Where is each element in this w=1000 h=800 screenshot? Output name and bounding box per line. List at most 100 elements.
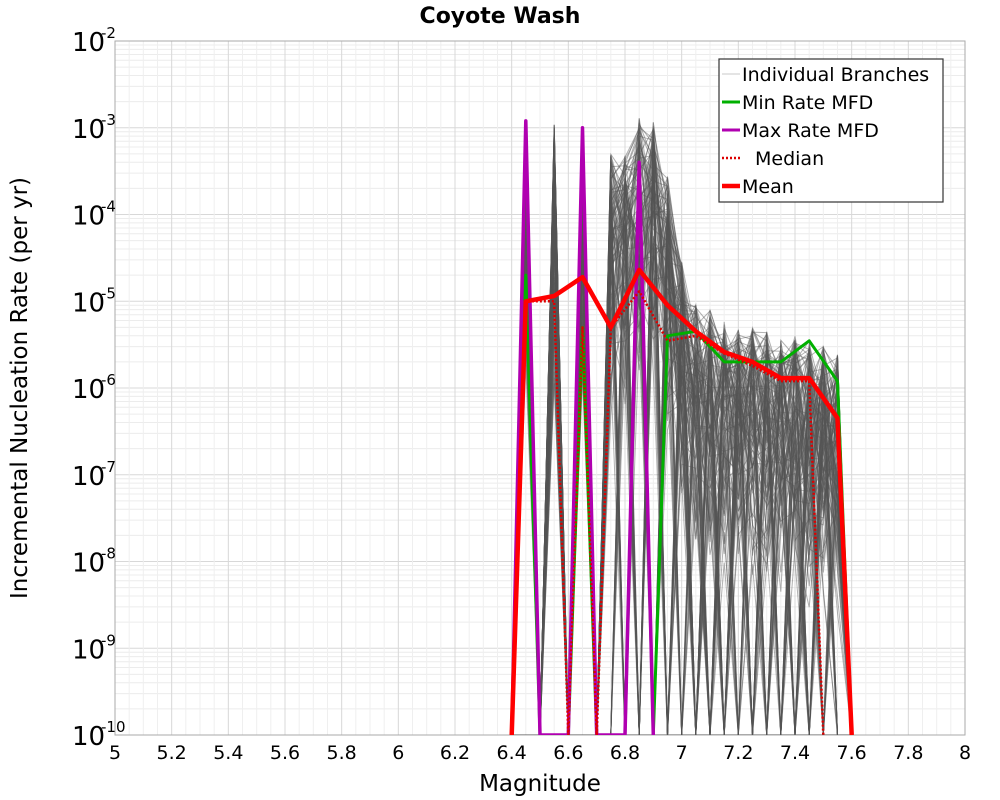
branch-line [511, 212, 853, 735]
branch-line [511, 160, 852, 735]
branch-line [511, 129, 853, 735]
y-tick-label: 10-5 [72, 284, 116, 318]
branch-line [511, 122, 853, 735]
y-tick-exponent: -3 [101, 111, 116, 129]
branch-line [511, 132, 853, 735]
branch-line [511, 184, 853, 735]
y-tick-exponent: -10 [101, 718, 126, 736]
x-tick-label: 5.8 [327, 742, 357, 764]
series-layer [509, 118, 854, 735]
y-tick-base: 10 [72, 115, 105, 145]
branch-line [511, 181, 853, 735]
legend-item: Median [722, 148, 824, 170]
branch-line [511, 158, 853, 735]
branch-line [511, 132, 852, 735]
branch-line [511, 208, 853, 735]
branch-line [511, 135, 853, 735]
branch-line [511, 148, 853, 735]
branch-line [511, 197, 853, 735]
branch-line [511, 210, 852, 735]
branch-line [511, 127, 853, 735]
branch-line [511, 145, 853, 735]
branch-line [511, 126, 853, 735]
x-tick-label: 5 [109, 742, 121, 764]
y-tick-exponent: -6 [101, 371, 116, 389]
branch-line [511, 150, 853, 735]
branch-line [511, 151, 853, 735]
branch-line [511, 143, 853, 735]
x-tick-label: 7.6 [837, 742, 867, 764]
branch-line [511, 124, 853, 735]
branch-line [511, 128, 853, 735]
branch-line [511, 141, 852, 735]
branch-line [511, 136, 853, 735]
legend-item: Mean [722, 176, 794, 198]
branch-line [511, 125, 853, 735]
branch-line [511, 154, 853, 735]
branch-line [511, 128, 852, 735]
branch-line [511, 128, 853, 735]
y-tick-base: 10 [72, 202, 105, 232]
branch-line [511, 171, 853, 735]
y-tick-label: 10-8 [72, 545, 116, 579]
branch-line [511, 134, 852, 735]
branch-line [511, 166, 853, 735]
branch-line [511, 204, 853, 735]
branch-line [511, 140, 853, 735]
legend-label: Mean [742, 176, 794, 198]
y-tick-base: 10 [72, 288, 105, 318]
branch-line [511, 161, 853, 735]
y-tick-label: 10-9 [72, 631, 116, 665]
branch-line [511, 189, 853, 735]
branch-line [511, 125, 852, 735]
branch-line [511, 128, 853, 735]
branch-line [511, 148, 852, 735]
chart-title: Coyote Wash [420, 4, 581, 29]
branch-line [511, 180, 853, 735]
branch-line [511, 152, 853, 735]
branch-line [511, 161, 853, 735]
legend-label: Median [755, 148, 824, 170]
branch-line [511, 129, 853, 735]
branch-line [511, 136, 853, 735]
branch-line [511, 135, 853, 735]
branch-line [511, 177, 853, 735]
branch-line [511, 143, 853, 735]
branch-line [511, 150, 853, 735]
branch-line [511, 180, 853, 735]
y-tick-base: 10 [72, 462, 105, 492]
branch-line [511, 176, 852, 735]
branch-line [511, 135, 853, 735]
branch-line [511, 130, 853, 735]
branch-line [511, 168, 853, 735]
y-tick-exponent: -5 [101, 284, 116, 302]
x-tick-label: 6.8 [610, 742, 640, 764]
branch-line [511, 138, 853, 735]
branch-line [511, 150, 853, 735]
y-axis-ticks: 10-210-310-410-510-610-710-810-910-10 [72, 24, 126, 752]
branch-line [511, 137, 853, 735]
branch-line [511, 131, 852, 735]
branch-line [511, 192, 853, 735]
y-tick-base: 10 [72, 722, 105, 752]
series-min-rate-mfd [510, 171, 854, 735]
x-tick-label: 8 [959, 742, 971, 764]
y-axis-label: Incremental Nucleation Rate (per yr) [7, 177, 33, 599]
x-tick-label: 7.4 [780, 742, 810, 764]
branch-line [511, 189, 853, 735]
y-tick-label: 10-10 [72, 718, 126, 752]
branch-line [511, 124, 852, 735]
branch-line [511, 130, 853, 735]
branch-line [511, 126, 852, 735]
branch-line [511, 164, 853, 735]
branch-line [511, 134, 853, 735]
branch-line [511, 190, 853, 735]
x-tick-label: 5.2 [157, 742, 187, 764]
branch-line [511, 184, 852, 735]
y-tick-label: 10-2 [72, 24, 116, 58]
x-tick-label: 7.2 [723, 742, 753, 764]
series-max-rate-mfd [509, 119, 656, 735]
x-axis-ticks: 5 5.2 5.4 5.6 5.8 6 6.2 6.4 6.6 6.8 7 7.2 7.4 7.6 7.8 8 [109, 742, 971, 764]
y-tick-base: 10 [72, 635, 105, 665]
branch-line [511, 127, 852, 735]
